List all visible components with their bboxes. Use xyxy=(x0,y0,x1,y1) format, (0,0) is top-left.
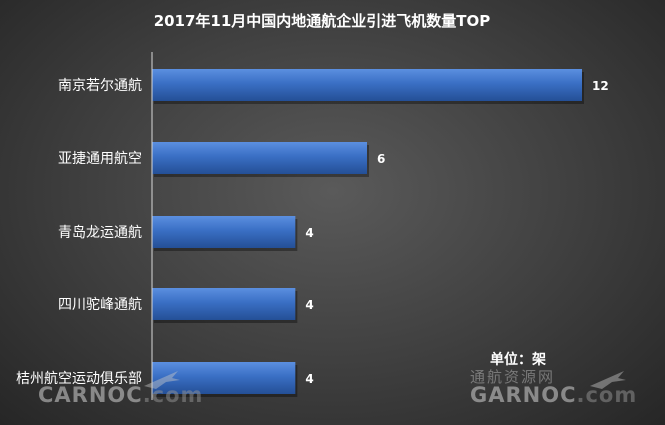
data-label: 4 xyxy=(305,372,313,386)
watermark-logo-left-text: CARNOC xyxy=(38,383,143,407)
category-label: 青岛龙运通航 xyxy=(58,225,142,241)
category-label: 桔州航空运动俱乐部 xyxy=(16,371,142,387)
category-label: 南京若尔通航 xyxy=(58,78,142,94)
watermark-logo-right-text: GARNOC xyxy=(470,383,577,407)
unit-label: 单位：架 xyxy=(490,352,546,368)
plane-watermark-icon xyxy=(590,371,626,389)
data-label: 4 xyxy=(305,226,313,240)
category-label: 四川驼峰通航 xyxy=(58,296,142,313)
bar xyxy=(152,142,367,174)
bars-layer: 南京若尔通航 12 亚捷通用航空 6 青岛龙运通航 4 四川驼峰通航 4 桔州航空运动俱乐部 4 xyxy=(16,69,609,397)
data-label: 4 xyxy=(305,298,313,312)
data-label: 6 xyxy=(377,152,385,166)
plane-watermark-icon xyxy=(144,371,180,389)
category-label: 亚捷通用航空 xyxy=(58,151,142,167)
watermark-logo-left: CARNOC.com xyxy=(38,383,203,407)
watermark-logo-left-suffix: .com xyxy=(142,383,204,407)
chart-title: 2017年11月中国内地通航企业引进飞机数量TOP xyxy=(154,12,491,30)
bar xyxy=(152,216,296,248)
bar xyxy=(152,288,296,320)
bar xyxy=(152,362,296,394)
watermark-cn: 通航资源网 xyxy=(470,368,556,386)
data-label: 12 xyxy=(592,79,609,93)
watermark-logo-right-suffix: .com xyxy=(576,383,638,407)
bar xyxy=(152,69,582,101)
watermark-logo-right: GARNOC.com xyxy=(470,383,637,407)
